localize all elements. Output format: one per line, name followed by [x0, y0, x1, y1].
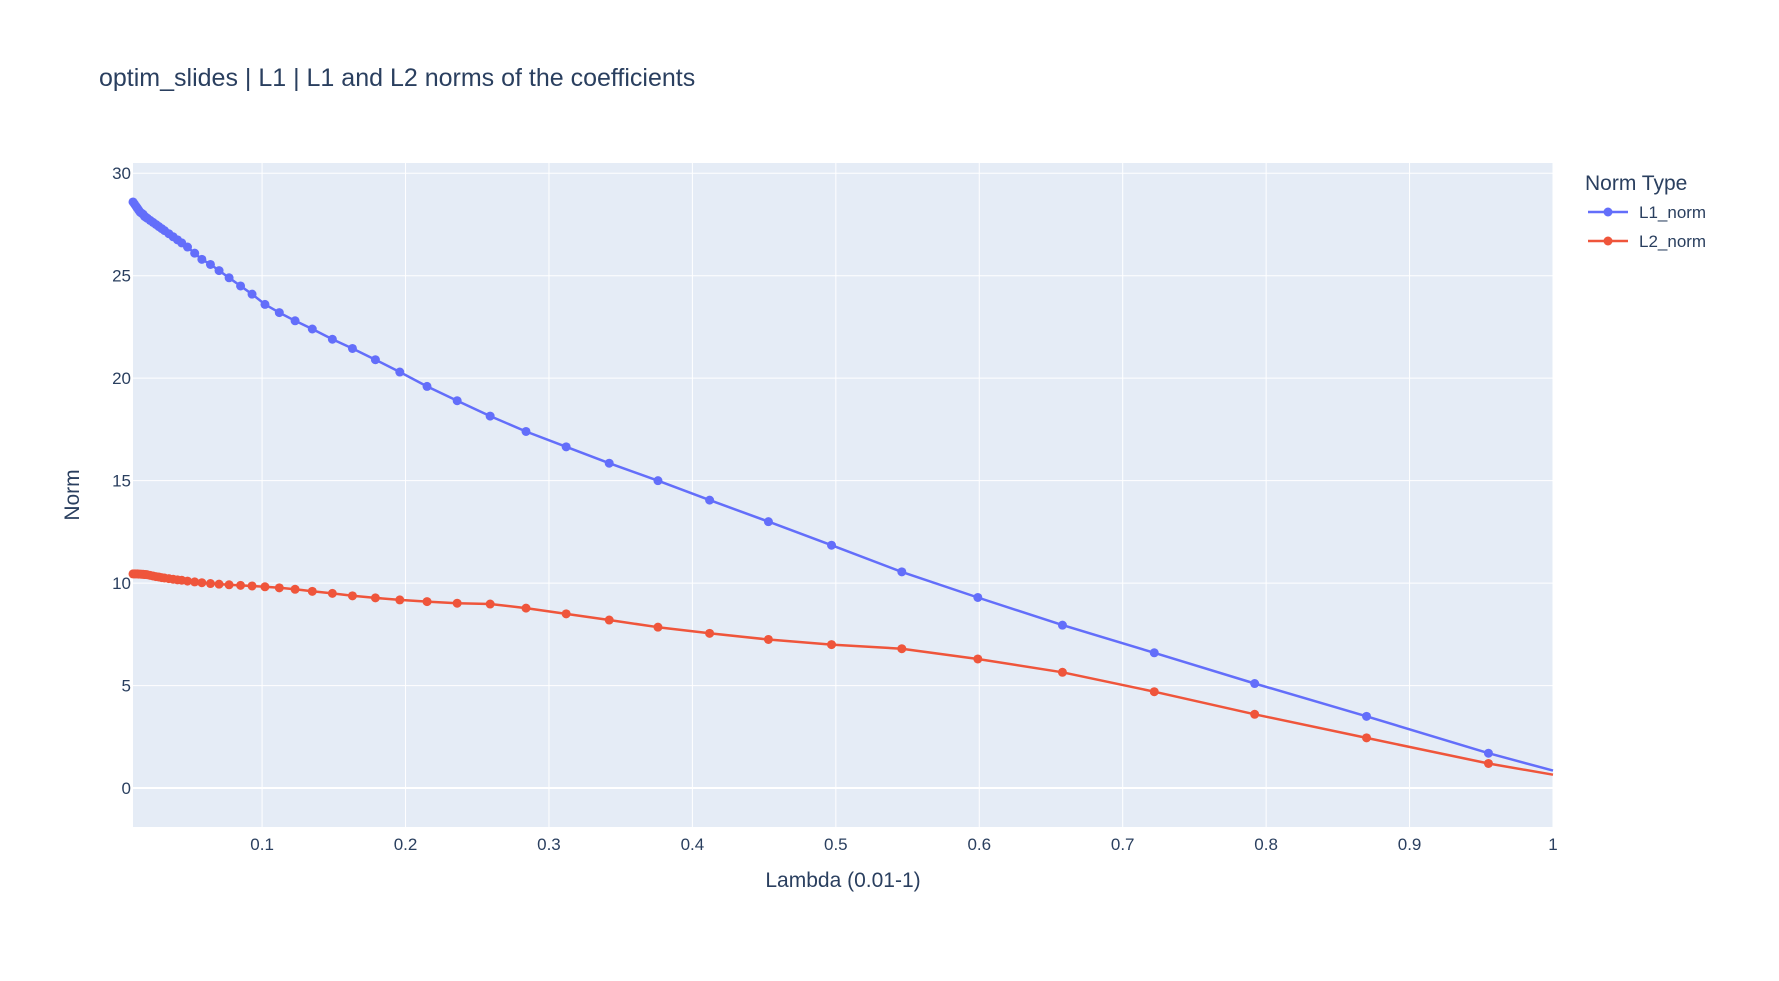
data-point-l1-norm[interactable]	[764, 517, 773, 526]
data-point-l2-norm[interactable]	[827, 640, 836, 649]
data-point-l1-norm[interactable]	[275, 308, 284, 317]
legend[interactable]: Norm Type L1_norm L2_norm	[1585, 172, 1706, 251]
data-point-l1-norm[interactable]	[225, 273, 234, 282]
x-tick-label: 1	[1548, 835, 1557, 854]
data-point-l1-norm[interactable]	[248, 290, 257, 299]
data-point-l1-norm[interactable]	[395, 368, 404, 377]
x-tick-labels: 0.1 0.2 0.3 0.4 0.5 0.6 0.7 0.8 0.9 1	[250, 835, 1557, 854]
data-point-l2-norm[interactable]	[371, 593, 380, 602]
data-point-l1-norm[interactable]	[260, 300, 269, 309]
data-point-l2-norm[interactable]	[453, 599, 462, 608]
legend-swatch-marker	[1604, 208, 1613, 217]
data-point-l2-norm[interactable]	[248, 581, 257, 590]
data-point-l1-norm[interactable]	[190, 249, 199, 258]
data-point-l2-norm[interactable]	[291, 585, 300, 594]
data-point-l1-norm[interactable]	[308, 325, 317, 334]
data-point-l2-norm[interactable]	[328, 589, 337, 598]
data-point-l1-norm[interactable]	[897, 567, 906, 576]
chart-title: optim_slides | L1 | L1 and L2 norms of t…	[99, 64, 695, 92]
x-tick-label: 0.8	[1254, 835, 1278, 854]
data-point-l2-norm[interactable]	[197, 578, 206, 587]
y-tick-label: 5	[122, 677, 131, 696]
x-tick-label: 0.6	[967, 835, 991, 854]
data-point-l1-norm[interactable]	[371, 355, 380, 364]
data-point-l1-norm[interactable]	[705, 496, 714, 505]
x-tick-label: 0.4	[681, 835, 705, 854]
data-point-l1-norm[interactable]	[1362, 712, 1371, 721]
legend-items: L1_norm L2_norm	[1588, 203, 1706, 251]
x-tick-label: 0.9	[1398, 835, 1422, 854]
legend-swatch-marker	[1604, 237, 1613, 246]
y-tick-label: 15	[112, 472, 131, 491]
x-tick-label: 0.7	[1111, 835, 1135, 854]
legend-item-l1-norm[interactable]: L1_norm	[1588, 203, 1706, 222]
data-point-l1-norm[interactable]	[328, 335, 337, 344]
data-point-l2-norm[interactable]	[653, 623, 662, 632]
data-point-l2-norm[interactable]	[348, 591, 357, 600]
y-tick-label: 20	[112, 369, 131, 388]
data-point-l2-norm[interactable]	[897, 644, 906, 653]
x-tick-label: 0.1	[250, 835, 274, 854]
y-tick-label: 0	[122, 779, 131, 798]
data-point-l1-norm[interactable]	[423, 382, 432, 391]
data-point-l1-norm[interactable]	[653, 476, 662, 485]
data-point-l1-norm[interactable]	[206, 260, 215, 269]
data-point-l1-norm[interactable]	[486, 412, 495, 421]
data-point-l1-norm[interactable]	[183, 243, 192, 252]
data-point-l2-norm[interactable]	[395, 595, 404, 604]
data-point-l2-norm[interactable]	[764, 635, 773, 644]
data-point-l2-norm[interactable]	[973, 654, 982, 663]
data-point-l2-norm[interactable]	[486, 600, 495, 609]
data-point-l2-norm[interactable]	[206, 579, 215, 588]
data-point-l2-norm[interactable]	[1150, 687, 1159, 696]
data-point-l1-norm[interactable]	[197, 255, 206, 264]
legend-item-l2-norm[interactable]: L2_norm	[1588, 232, 1706, 251]
y-axis-label: Norm	[61, 469, 84, 520]
data-point-l1-norm[interactable]	[453, 396, 462, 405]
legend-title: Norm Type	[1585, 172, 1687, 195]
data-point-l1-norm[interactable]	[291, 316, 300, 325]
data-point-l1-norm[interactable]	[1150, 648, 1159, 657]
data-point-l2-norm[interactable]	[562, 609, 571, 618]
data-point-l1-norm[interactable]	[562, 442, 571, 451]
data-point-l1-norm[interactable]	[236, 281, 245, 290]
data-point-l2-norm[interactable]	[275, 583, 284, 592]
x-axis-label: Lambda (0.01-1)	[765, 869, 920, 892]
data-point-l2-norm[interactable]	[260, 582, 269, 591]
data-point-l1-norm[interactable]	[1250, 679, 1259, 688]
data-point-l2-norm[interactable]	[522, 604, 531, 613]
data-point-l2-norm[interactable]	[423, 597, 432, 606]
plot-background	[133, 163, 1553, 827]
data-point-l2-norm[interactable]	[225, 580, 234, 589]
data-point-l2-norm[interactable]	[215, 580, 224, 589]
data-point-l1-norm[interactable]	[215, 266, 224, 275]
data-point-l1-norm[interactable]	[605, 459, 614, 468]
legend-label: L2_norm	[1639, 232, 1706, 251]
y-tick-label: 10	[112, 574, 131, 593]
data-point-l2-norm[interactable]	[605, 616, 614, 625]
data-point-l2-norm[interactable]	[705, 629, 714, 638]
data-point-l1-norm[interactable]	[522, 427, 531, 436]
y-tick-label: 30	[112, 164, 131, 183]
legend-label: L1_norm	[1639, 203, 1706, 222]
y-tick-labels: 0 5 10 15 20 25 30	[112, 164, 131, 798]
y-tick-label: 25	[112, 267, 131, 286]
x-tick-label: 0.5	[824, 835, 848, 854]
data-point-l2-norm[interactable]	[1484, 759, 1493, 768]
data-point-l1-norm[interactable]	[1058, 621, 1067, 630]
data-point-l2-norm[interactable]	[236, 581, 245, 590]
x-tick-label: 0.3	[537, 835, 561, 854]
data-point-l1-norm[interactable]	[973, 593, 982, 602]
data-point-l1-norm[interactable]	[827, 541, 836, 550]
data-point-l2-norm[interactable]	[1058, 668, 1067, 677]
data-point-l1-norm[interactable]	[1484, 749, 1493, 758]
data-point-l1-norm[interactable]	[348, 344, 357, 353]
data-point-l2-norm[interactable]	[1362, 733, 1371, 742]
x-tick-label: 0.2	[394, 835, 418, 854]
data-point-l2-norm[interactable]	[1250, 710, 1259, 719]
data-point-l2-norm[interactable]	[308, 587, 317, 596]
